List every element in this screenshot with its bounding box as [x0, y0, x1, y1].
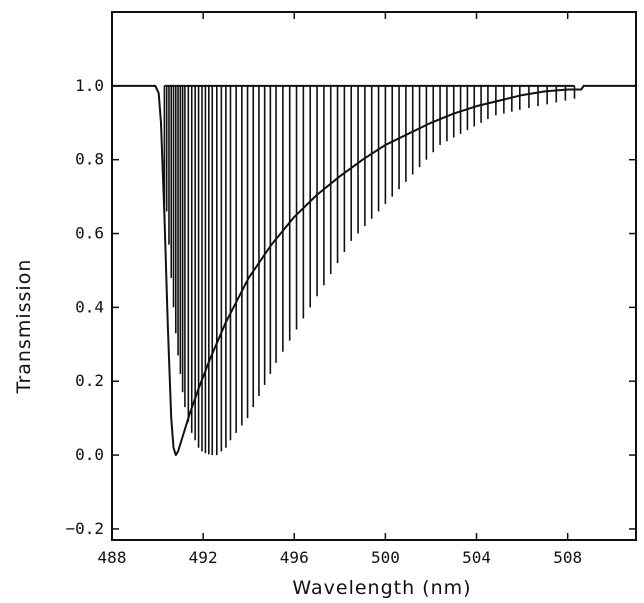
y-tick-label: 1.0: [75, 76, 104, 95]
x-axis-title: Wavelength (nm): [292, 577, 471, 599]
y-tick-label: 0.2: [75, 371, 104, 390]
y-tick-label: 0.6: [75, 224, 104, 243]
plot-frame: [111, 11, 637, 541]
x-tick-label: 508: [553, 548, 582, 567]
tick-labels: 488 492 496 500 504 508 −0.2 0.0 0.2 0.4 0.6 0.8 1.0: [65, 76, 582, 567]
x-tick-label: 492: [189, 548, 218, 567]
y-tick-label: −0.2: [65, 519, 104, 538]
x-tick-label: 504: [462, 548, 491, 567]
x-tick-label: 488: [98, 548, 127, 567]
y-tick-label: 0.8: [75, 150, 104, 169]
tick-marks: [111, 12, 636, 540]
y-tick-label: 0.4: [75, 297, 104, 316]
y-tick-label: 0.0: [75, 445, 104, 464]
transmission-curve: [112, 84, 636, 457]
comb-series: [163, 84, 576, 456]
y-axis-title: Transmission: [13, 259, 35, 395]
smooth-series: [112, 84, 636, 457]
x-tick-label: 500: [371, 548, 400, 567]
x-tick-label: 496: [280, 548, 309, 567]
